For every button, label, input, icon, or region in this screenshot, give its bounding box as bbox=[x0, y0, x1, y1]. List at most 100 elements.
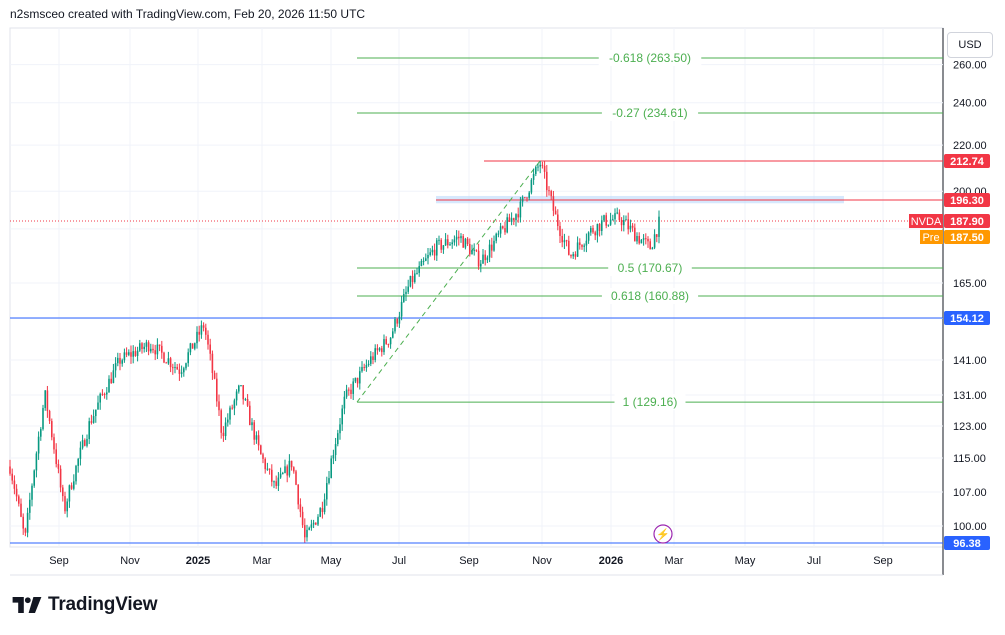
candle-body bbox=[625, 219, 627, 221]
candle-body bbox=[18, 496, 20, 504]
candle-body bbox=[128, 352, 130, 355]
candle-body bbox=[62, 487, 64, 497]
y-tick-label: 100.00 bbox=[953, 521, 987, 533]
candle-body bbox=[92, 416, 95, 423]
candle-body bbox=[537, 166, 539, 168]
candle-body bbox=[350, 389, 352, 394]
tradingview-logo[interactable]: TradingView bbox=[12, 594, 158, 616]
y-tick-label: 115.00 bbox=[953, 453, 986, 465]
candle-body bbox=[264, 458, 266, 470]
candle-body bbox=[502, 226, 504, 229]
candle-body bbox=[97, 402, 99, 410]
candle-body bbox=[539, 164, 541, 167]
candle-body bbox=[268, 468, 271, 470]
candle-body bbox=[526, 197, 528, 199]
candle-body bbox=[273, 481, 275, 483]
candle-body bbox=[110, 378, 112, 384]
candle-body bbox=[598, 223, 601, 231]
candle-body bbox=[172, 367, 174, 369]
candle-body bbox=[22, 516, 24, 529]
y-tick-label: 165.00 bbox=[953, 278, 987, 290]
candle-body bbox=[607, 224, 610, 226]
candle-body bbox=[636, 235, 638, 242]
candle-body bbox=[361, 367, 363, 372]
candle-body bbox=[242, 385, 244, 400]
candle-body bbox=[108, 378, 110, 393]
candle-body bbox=[185, 363, 187, 369]
candle-body bbox=[473, 249, 475, 251]
candle-body bbox=[189, 343, 192, 353]
currency-button[interactable]: USD bbox=[947, 32, 993, 58]
candle-body bbox=[420, 260, 423, 267]
candle-body bbox=[409, 275, 412, 287]
candle-body bbox=[227, 419, 229, 423]
candle-body bbox=[290, 460, 293, 468]
candle-body bbox=[576, 242, 579, 257]
candle-body bbox=[81, 440, 84, 448]
candle-body bbox=[86, 438, 88, 446]
candle-body bbox=[590, 228, 592, 233]
candle-body bbox=[165, 362, 167, 364]
candle-body bbox=[559, 226, 561, 236]
candle-body bbox=[469, 243, 471, 255]
candle-body bbox=[220, 410, 222, 433]
candle-body bbox=[293, 467, 295, 472]
candle-body bbox=[130, 352, 132, 357]
candle-body bbox=[95, 409, 97, 417]
x-tick-label: Mar bbox=[253, 555, 272, 567]
candle-body bbox=[400, 301, 403, 317]
fib-label-bg bbox=[614, 394, 686, 411]
candle-body bbox=[442, 245, 445, 250]
candle-body bbox=[464, 238, 467, 248]
fib-level-label: -0.618 (263.50) bbox=[609, 51, 691, 65]
candle-body bbox=[530, 179, 533, 193]
candle-body bbox=[451, 242, 453, 245]
candle-body bbox=[262, 454, 264, 459]
candle-body bbox=[383, 339, 385, 353]
candle-body bbox=[79, 447, 82, 459]
candle-body bbox=[455, 236, 458, 240]
candle-body bbox=[29, 499, 31, 513]
candle-body bbox=[398, 316, 401, 324]
candle-body bbox=[77, 458, 79, 466]
candle-body bbox=[194, 343, 196, 349]
candle-body bbox=[438, 239, 440, 241]
brand-name: TradingView bbox=[48, 594, 158, 615]
candle-body bbox=[68, 485, 71, 502]
candle-body bbox=[337, 433, 339, 445]
candle-body bbox=[191, 343, 194, 349]
price-label: 96.38 bbox=[953, 538, 981, 550]
candle-body bbox=[260, 445, 262, 455]
candle-body bbox=[651, 247, 654, 250]
candle-body bbox=[90, 421, 93, 423]
candle-body bbox=[33, 470, 35, 486]
candle-body bbox=[587, 232, 590, 241]
candle-body bbox=[372, 356, 374, 360]
candle-body bbox=[326, 483, 328, 500]
candle-body bbox=[634, 227, 636, 242]
candle-body bbox=[304, 525, 306, 538]
candle-body bbox=[356, 377, 359, 384]
candle-body bbox=[209, 344, 211, 354]
candle-body bbox=[389, 337, 392, 345]
candle-body bbox=[601, 220, 603, 231]
candle-body bbox=[339, 424, 341, 434]
candle-body bbox=[561, 235, 563, 243]
candle-body bbox=[222, 432, 225, 437]
candle-body bbox=[513, 218, 515, 221]
chart-area[interactable]: Sep Nov 2025 Mar May Jul Sep Nov 2026 Mar May Jul Se… bbox=[0, 0, 1005, 590]
candle-body bbox=[447, 239, 449, 246]
candle-body bbox=[460, 236, 462, 239]
candle-body bbox=[365, 364, 368, 369]
candle-body bbox=[301, 511, 304, 526]
candle-body bbox=[348, 389, 350, 391]
candle-body bbox=[286, 466, 288, 476]
candle-body bbox=[396, 319, 398, 324]
candle-body bbox=[64, 496, 66, 512]
candle-body bbox=[497, 233, 500, 235]
chart-svg[interactable]: Sep Nov 2025 Mar May Jul Sep Nov 2026 Mar May Jul Se… bbox=[0, 0, 1005, 590]
candle-body bbox=[44, 390, 46, 409]
candle-body bbox=[444, 239, 447, 246]
candle-body bbox=[466, 238, 469, 244]
y-tick-label: 131.00 bbox=[953, 390, 987, 402]
